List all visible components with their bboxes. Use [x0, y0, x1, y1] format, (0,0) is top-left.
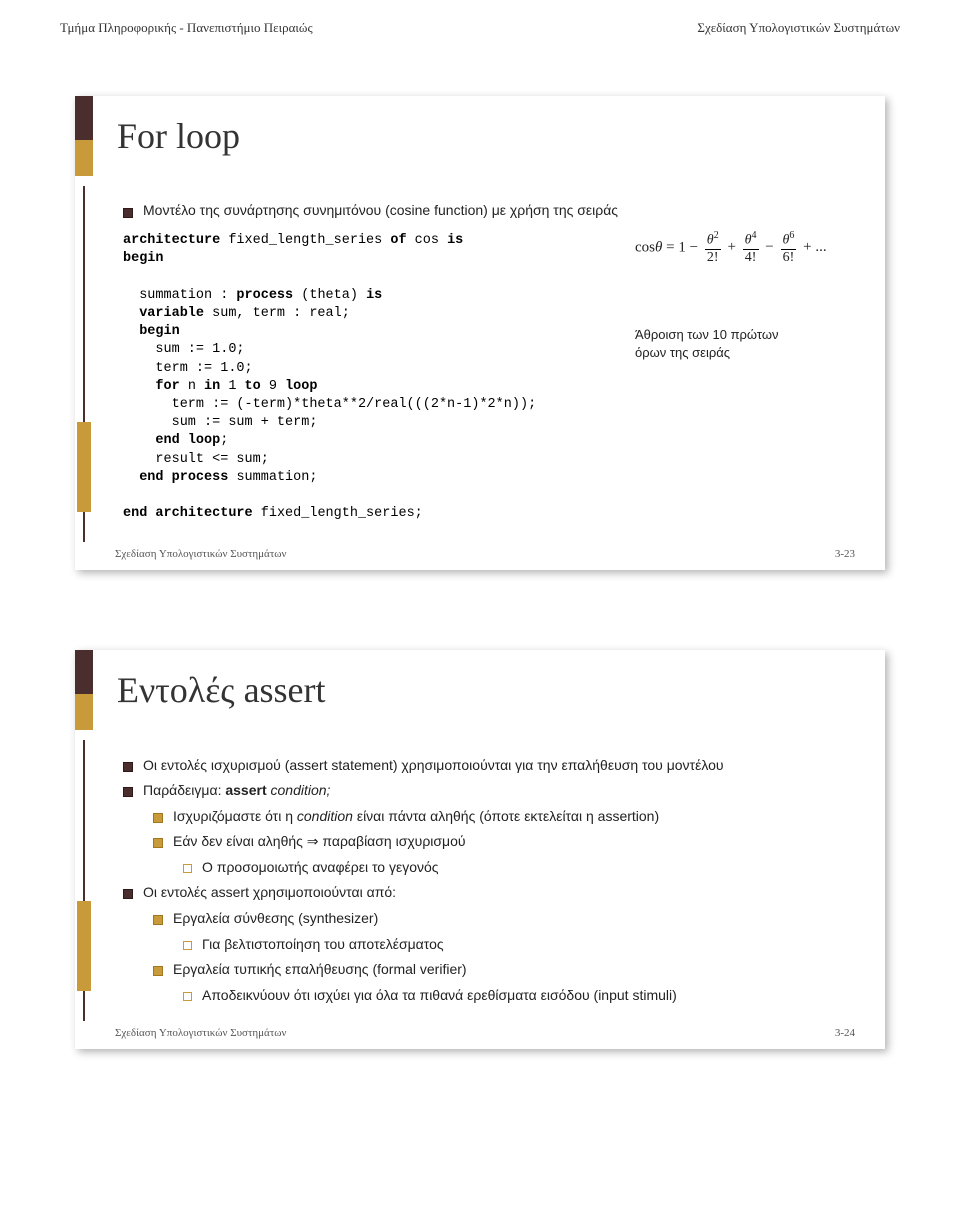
- left-ornament-icon: [75, 740, 93, 1022]
- bullet-icon: [183, 992, 192, 1001]
- bullet-text: Για βελτιστοποίηση του αποτελέσματος: [202, 935, 444, 955]
- bullet-row: Ο προσομοιωτής αναφέρει το γεγονός: [183, 858, 855, 878]
- slide1-code-block: architecture fixed_length_series of cos …: [123, 232, 625, 524]
- formula-fraction: θ66!: [781, 230, 797, 266]
- formula-fraction: θ22!: [705, 230, 721, 266]
- bullet-row: Για βελτιστοποίηση του αποτελέσματος: [183, 935, 855, 955]
- code-line: end architecture fixed_length_series;: [123, 505, 625, 523]
- bullet-text: Ο προσομοιωτής αναφέρει το γεγονός: [202, 858, 439, 878]
- bullet-icon: [123, 889, 133, 899]
- bullet-icon: [153, 838, 163, 848]
- slide-2: Εντολές assert Οι εντολές ισχυρισμού (as…: [75, 650, 885, 1050]
- bullet-text: Εργαλεία τυπικής επαλήθευσης (formal ver…: [173, 960, 467, 980]
- title-ornament-icon: [75, 650, 93, 730]
- bullet-text: Εάν δεν είναι αληθής ⇒ παραβίαση ισχυρισ…: [173, 832, 466, 852]
- code-line: summation : process (theta) is: [123, 287, 625, 305]
- bullet-row: Παράδειγμα: assert condition;: [123, 781, 855, 801]
- code-line: end process summation;: [123, 469, 625, 487]
- note-line-2: όρων της σειράς: [635, 345, 730, 360]
- code-line: begin: [123, 323, 625, 341]
- title-ornament-icon: [75, 96, 93, 176]
- header-right: Σχεδίαση Υπολογιστικών Συστημάτων: [697, 20, 900, 36]
- bullet-row: Εργαλεία σύνθεσης (synthesizer): [153, 909, 855, 929]
- bullet-icon: [153, 966, 163, 976]
- slide1-subtitle: Μοντέλο της συνάρτησης συνημιτόνου (cosi…: [143, 202, 618, 218]
- bullet-row: Οι εντολές assert χρησιμοποιούνται από:: [123, 883, 855, 903]
- bullet-icon: [123, 762, 133, 772]
- left-ornament-icon: [75, 186, 93, 542]
- code-line: sum := 1.0;: [123, 341, 625, 359]
- code-line: variable sum, term : real;: [123, 305, 625, 323]
- formula-op: +: [724, 239, 740, 255]
- note-line-1: Άθροιση των 10 πρώτων: [635, 327, 779, 342]
- slide2-footer-right: 3-24: [835, 1027, 855, 1039]
- bullet-row: Οι εντολές ισχυρισμού (assert statement)…: [123, 756, 855, 776]
- slide1-note: Άθροιση των 10 πρώτων όρων της σειράς: [635, 326, 855, 362]
- code-line: term := (-term)*theta**2/real(((2*n-1)*2…: [123, 396, 625, 414]
- code-line: for n in 1 to 9 loop: [123, 378, 625, 396]
- bullet-text: Ισχυριζόμαστε ότι η condition είναι πάντ…: [173, 807, 659, 827]
- slide-1: For loop Μοντέλο της συνάρτησης συνημιτό…: [75, 96, 885, 570]
- formula-op: + ...: [799, 239, 826, 255]
- code-line: term := 1.0;: [123, 360, 625, 378]
- slide1-title-bar: For loop: [75, 96, 885, 176]
- bullet-text: Παράδειγμα: assert condition;: [143, 781, 330, 801]
- bullet-icon: [123, 208, 133, 218]
- slide2-body: Οι εντολές ισχυρισμού (assert statement)…: [93, 740, 885, 1022]
- bullet-row: Εάν δεν είναι αληθής ⇒ παραβίαση ισχυρισ…: [153, 832, 855, 852]
- bullet-icon: [153, 915, 163, 925]
- code-line: [123, 487, 625, 505]
- code-line: begin: [123, 250, 625, 268]
- bullet-row: Ισχυριζόμαστε ότι η condition είναι πάντ…: [153, 807, 855, 827]
- formula-lead: cos: [635, 239, 655, 255]
- formula-theta: θ: [655, 239, 662, 255]
- formula-eq: = 1 −: [666, 239, 698, 255]
- code-line: sum := sum + term;: [123, 414, 625, 432]
- page: Τμήμα Πληροφορικής - Πανεπιστήμιο Πειραι…: [0, 0, 960, 1149]
- slide1-footer-left: Σχεδίαση Υπολογιστικών Συστημάτων: [115, 548, 286, 560]
- formula-fraction: θ44!: [743, 230, 759, 266]
- code-line: [123, 268, 625, 286]
- code-line: result <= sum;: [123, 451, 625, 469]
- bullet-icon: [183, 941, 192, 950]
- slide1-footer-right: 3-23: [835, 548, 855, 560]
- formula-op: −: [762, 239, 778, 255]
- slide1-title: For loop: [97, 115, 240, 157]
- bullet-text: Οι εντολές ισχυρισμού (assert statement)…: [143, 756, 724, 776]
- slide1-footer: Σχεδίαση Υπολογιστικών Συστημάτων 3-23: [75, 542, 885, 570]
- slide2-footer-left: Σχεδίαση Υπολογιστικών Συστημάτων: [115, 1027, 286, 1039]
- bullet-text: Εργαλεία σύνθεσης (synthesizer): [173, 909, 378, 929]
- header-left: Τμήμα Πληροφορικής - Πανεπιστήμιο Πειραι…: [60, 20, 313, 36]
- bullet-row: Εργαλεία τυπικής επαλήθευσης (formal ver…: [153, 960, 855, 980]
- page-header: Τμήμα Πληροφορικής - Πανεπιστήμιο Πειραι…: [50, 20, 910, 36]
- code-line: architecture fixed_length_series of cos …: [123, 232, 625, 250]
- bullet-text: Οι εντολές assert χρησιμοποιούνται από:: [143, 883, 396, 903]
- bullet-text: Αποδεικνύουν ότι ισχύει για όλα τα πιθαν…: [202, 986, 677, 1006]
- bullet-icon: [153, 813, 163, 823]
- code-line: end loop;: [123, 432, 625, 450]
- bullet-icon: [183, 864, 192, 873]
- slide1-subtitle-row: Μοντέλο της συνάρτησης συνημιτόνου (cosi…: [123, 202, 855, 218]
- slide2-title-bar: Εντολές assert: [75, 650, 885, 730]
- slide2-footer: Σχεδίαση Υπολογιστικών Συστημάτων 3-24: [75, 1021, 885, 1049]
- cosine-formula: cosθ = 1 − θ22! + θ44! − θ66! + ...: [635, 230, 855, 266]
- slide2-title: Εντολές assert: [97, 669, 326, 711]
- bullet-icon: [123, 787, 133, 797]
- bullet-row: Αποδεικνύουν ότι ισχύει για όλα τα πιθαν…: [183, 986, 855, 1006]
